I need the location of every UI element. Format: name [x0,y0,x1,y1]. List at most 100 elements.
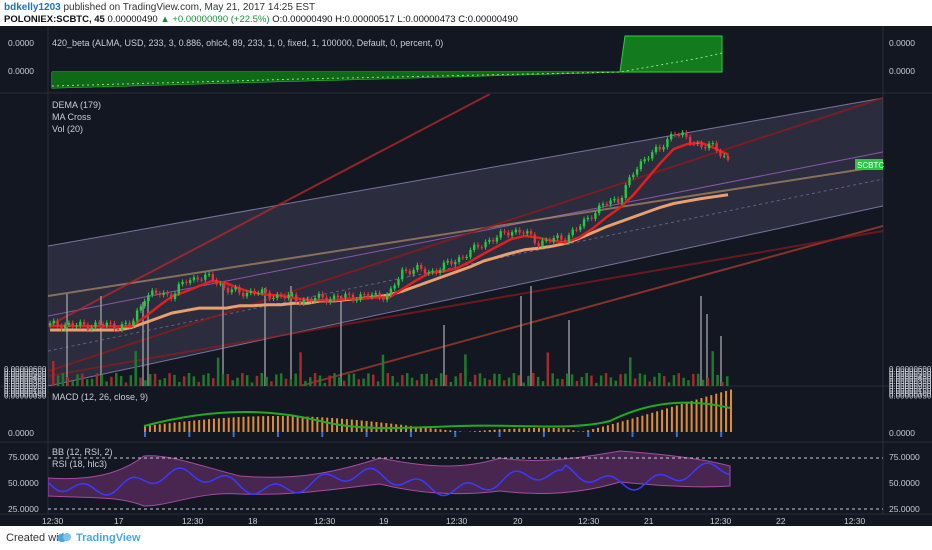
close-label: C: [458,14,468,25]
volume-spike [142,302,144,386]
volume-bar [250,382,254,386]
rsi-right-tick: 50.0000 [889,478,920,488]
candle-body [651,152,654,159]
macd-bar-neg [542,432,545,437]
macd-bar-neg [409,432,412,437]
price-tick-right: 0.00000550 [889,367,932,376]
volume-bar [284,378,288,386]
price-tick-right: 0.00000400 [889,375,932,384]
volume-spike [147,297,149,386]
volume-bar [56,375,60,386]
volume-bar [629,357,632,386]
volume-bar [391,375,394,386]
volume-bar [469,381,472,386]
candle-body [423,268,427,274]
candle-body [234,287,237,290]
candle-body [317,293,321,298]
candle-body [450,260,453,265]
candle-body [397,279,400,286]
trend-line-red [48,97,883,372]
macd-bar-neg [321,432,324,437]
candle-body [628,177,631,186]
macd-bar [212,418,215,432]
macd-bar [276,416,279,432]
candle-body [582,219,586,227]
volume-bar [721,382,724,386]
macd-bar [178,422,181,432]
volume-spikes [66,282,722,386]
time-tick-label: 12:30 [446,516,468,526]
volume-bar [241,373,244,386]
candle-body [556,235,559,239]
volume-bar [435,378,438,386]
top-indicator-label: 420_beta (ALMA, USD, 233, 3, 0.886, ohlc… [52,38,443,48]
volume-bar [52,361,55,386]
volume-bar [163,378,167,386]
volume-bar [115,373,118,386]
candle-body [101,323,105,326]
rsi-left-tick: 25.0000 [8,504,39,514]
candle-body [605,203,608,205]
candle-body [219,283,222,285]
tradingview-link[interactable]: TradingView [76,532,141,544]
macd-bar [449,430,452,432]
volume-bar [488,379,491,386]
candle-body [586,217,590,220]
macd-bar [611,423,614,432]
candle-body [105,322,109,326]
volume-bar [444,374,448,386]
price-tick-right: 0.00000100 [889,389,932,398]
volume-bar [304,380,307,386]
time-tick-label: 12:30 [314,516,336,526]
candle-body [279,294,283,297]
candle-body [276,294,279,298]
volume-spike [530,286,532,386]
candle-body [575,229,578,231]
author-link[interactable]: bdkelly1203 [4,2,61,13]
time-tick-label: 12:30 [710,516,732,526]
candle-body [147,295,150,302]
candle-body [67,322,71,325]
macd-bar [513,428,516,432]
candle-body [166,292,169,295]
macd-bar [306,416,309,432]
candle-body [173,293,177,300]
volume-spike [340,296,342,386]
volume-bar [81,373,84,386]
macd-bar [730,389,732,432]
macd-bar [582,431,585,432]
macd-bar [493,429,496,432]
macd-bar-neg [365,432,368,437]
volume-bar [318,375,322,386]
rsi-right-tick: 25.0000 [889,504,920,514]
candle-body [700,142,703,148]
time-tick-label: 17 [114,516,124,526]
trend-line-tan [48,165,883,297]
candle-body [143,301,146,307]
volume-bar [178,381,181,386]
macd-bar [439,429,442,432]
candle-body [241,292,245,297]
volume-bar [139,377,142,386]
macd-bar [705,396,708,432]
chart-svg[interactable]: 420_beta (ALMA, USD, 233, 3, 0.886, ohlc… [0,26,932,526]
candle-body [135,310,139,321]
macd-bar-neg [188,432,191,437]
volume-bar [536,376,540,386]
candle-body [401,269,404,280]
candle-body [185,281,188,283]
candle-body [563,239,567,243]
candle-body [90,327,93,330]
volume-bar [590,375,593,386]
price-tick-left: 0.00000300 [4,380,47,389]
trend-line-red [299,225,883,386]
macd-bar [144,426,146,432]
macd-bar [690,400,693,432]
candle-body [601,203,605,206]
macd-bar [153,424,156,432]
candle-body [495,237,499,242]
price-tick-right: 0.00000600 [889,365,932,374]
macd-bar [641,415,644,432]
chart-area[interactable]: 420_beta (ALMA, USD, 233, 3, 0.886, ohlc… [0,26,932,526]
macd-bar [281,416,284,432]
